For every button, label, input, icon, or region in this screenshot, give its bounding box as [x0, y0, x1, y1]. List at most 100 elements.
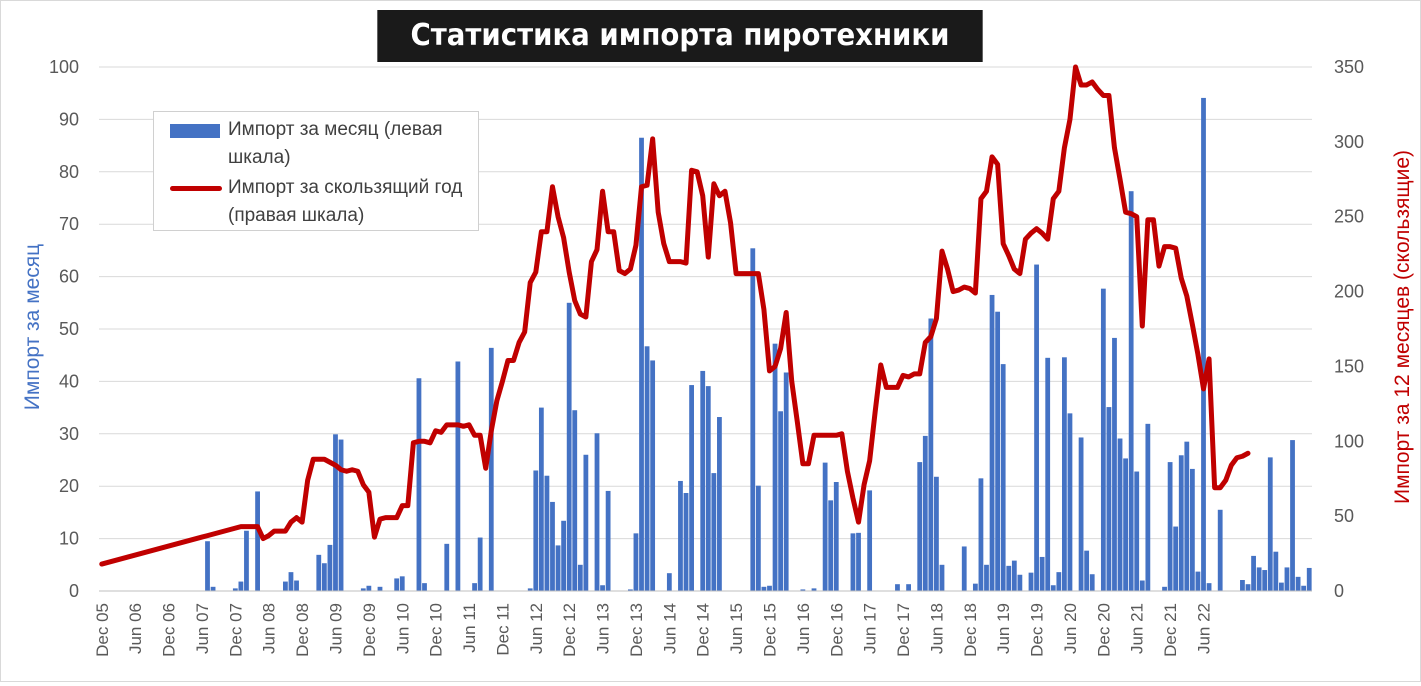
x-tick: Dec 18 [961, 603, 980, 657]
x-tick: Jun 07 [193, 603, 212, 654]
bar [538, 407, 544, 591]
x-tick: Jun 15 [727, 603, 746, 654]
legend: Импорт за месяц (левая шкала) Импорт за … [153, 111, 479, 231]
y-tick-right: 50 [1334, 506, 1354, 526]
bar [377, 586, 383, 591]
bar [633, 533, 639, 591]
bar [995, 311, 1001, 591]
x-tick: Dec 19 [1028, 603, 1047, 657]
bar [1017, 574, 1023, 591]
bar [1162, 586, 1167, 591]
x-tick: Jun 21 [1128, 603, 1147, 654]
bar [1011, 560, 1017, 591]
bar [972, 583, 978, 591]
bar [1145, 423, 1151, 591]
x-tick: Dec 11 [493, 603, 512, 656]
bar [917, 462, 923, 591]
x-tick: Dec 12 [560, 603, 579, 657]
x-tick: Dec 13 [627, 603, 646, 657]
bar [1245, 584, 1251, 591]
bar [833, 482, 839, 591]
bar [488, 347, 494, 591]
line-series-rolling-year [99, 64, 1251, 567]
x-tick: Dec 14 [694, 603, 713, 657]
x-tick: Dec 06 [160, 603, 179, 657]
bar [778, 411, 784, 591]
x-tick: Dec 15 [760, 603, 779, 657]
x-tick: Jun 13 [594, 603, 613, 654]
y-tick-left: 100 [49, 57, 79, 77]
bar [856, 532, 861, 591]
bar [1251, 555, 1256, 591]
bar [1089, 574, 1095, 591]
bar [705, 386, 711, 591]
bar [416, 378, 422, 591]
bar [316, 554, 322, 591]
y-tick-right: 100 [1334, 431, 1364, 451]
y-tick-right: 300 [1334, 132, 1364, 152]
bar [850, 533, 856, 591]
bar [1262, 570, 1268, 591]
bar [477, 537, 483, 591]
x-tick: Dec 05 [93, 603, 112, 657]
legend-label-line: Импорт за скользящий год (правая шкала) [228, 177, 463, 226]
legend-swatch-line [170, 186, 222, 191]
bar [583, 454, 589, 591]
bar [394, 578, 400, 591]
y-tick-left: 40 [59, 371, 79, 391]
bar [1301, 585, 1307, 591]
bar [527, 588, 533, 591]
bar [1039, 556, 1045, 591]
y-tick-right: 150 [1334, 356, 1364, 376]
bar [1006, 565, 1012, 591]
bar [755, 485, 761, 591]
bar [1100, 288, 1106, 591]
bar [566, 302, 572, 591]
bar [333, 434, 338, 591]
x-tick: Dec 09 [360, 603, 379, 657]
x-tick: Jun 09 [326, 603, 345, 654]
bar [989, 294, 995, 591]
x-tick: Jun 14 [660, 603, 679, 654]
bar [472, 583, 477, 591]
bar [1000, 364, 1006, 591]
x-tick: Dec 07 [226, 603, 245, 657]
bar [1189, 468, 1195, 591]
bar [205, 541, 210, 591]
bar [761, 586, 767, 591]
bar [1256, 567, 1262, 591]
bar [772, 343, 778, 591]
bar [678, 480, 683, 591]
bar [867, 490, 873, 591]
x-tick: Jun 19 [994, 603, 1013, 654]
bar [1178, 455, 1184, 591]
legend-swatch-bar [170, 124, 220, 138]
bar [906, 584, 911, 591]
y-tick-left: 60 [59, 267, 79, 287]
x-tick: Jun 22 [1195, 603, 1214, 654]
bar [533, 470, 539, 591]
bar [666, 573, 672, 591]
bar [1128, 191, 1134, 591]
bar [1267, 457, 1273, 591]
x-tick: Dec 10 [427, 603, 446, 657]
bar [1134, 471, 1140, 591]
bar [238, 581, 244, 591]
bar [1084, 550, 1090, 591]
bar [822, 462, 828, 591]
y-tick-left: 20 [59, 476, 79, 496]
bar [895, 584, 900, 591]
bar [1117, 438, 1123, 591]
x-tick: Jun 06 [126, 603, 145, 654]
bar [767, 585, 772, 591]
bar [360, 588, 366, 591]
x-tick: Jun 20 [1061, 603, 1080, 654]
bar [338, 439, 344, 591]
bar [639, 137, 644, 592]
x-tick: Jun 10 [393, 603, 412, 654]
bar [1034, 264, 1039, 591]
bar [1290, 440, 1295, 591]
y-tick-left: 50 [59, 319, 79, 339]
